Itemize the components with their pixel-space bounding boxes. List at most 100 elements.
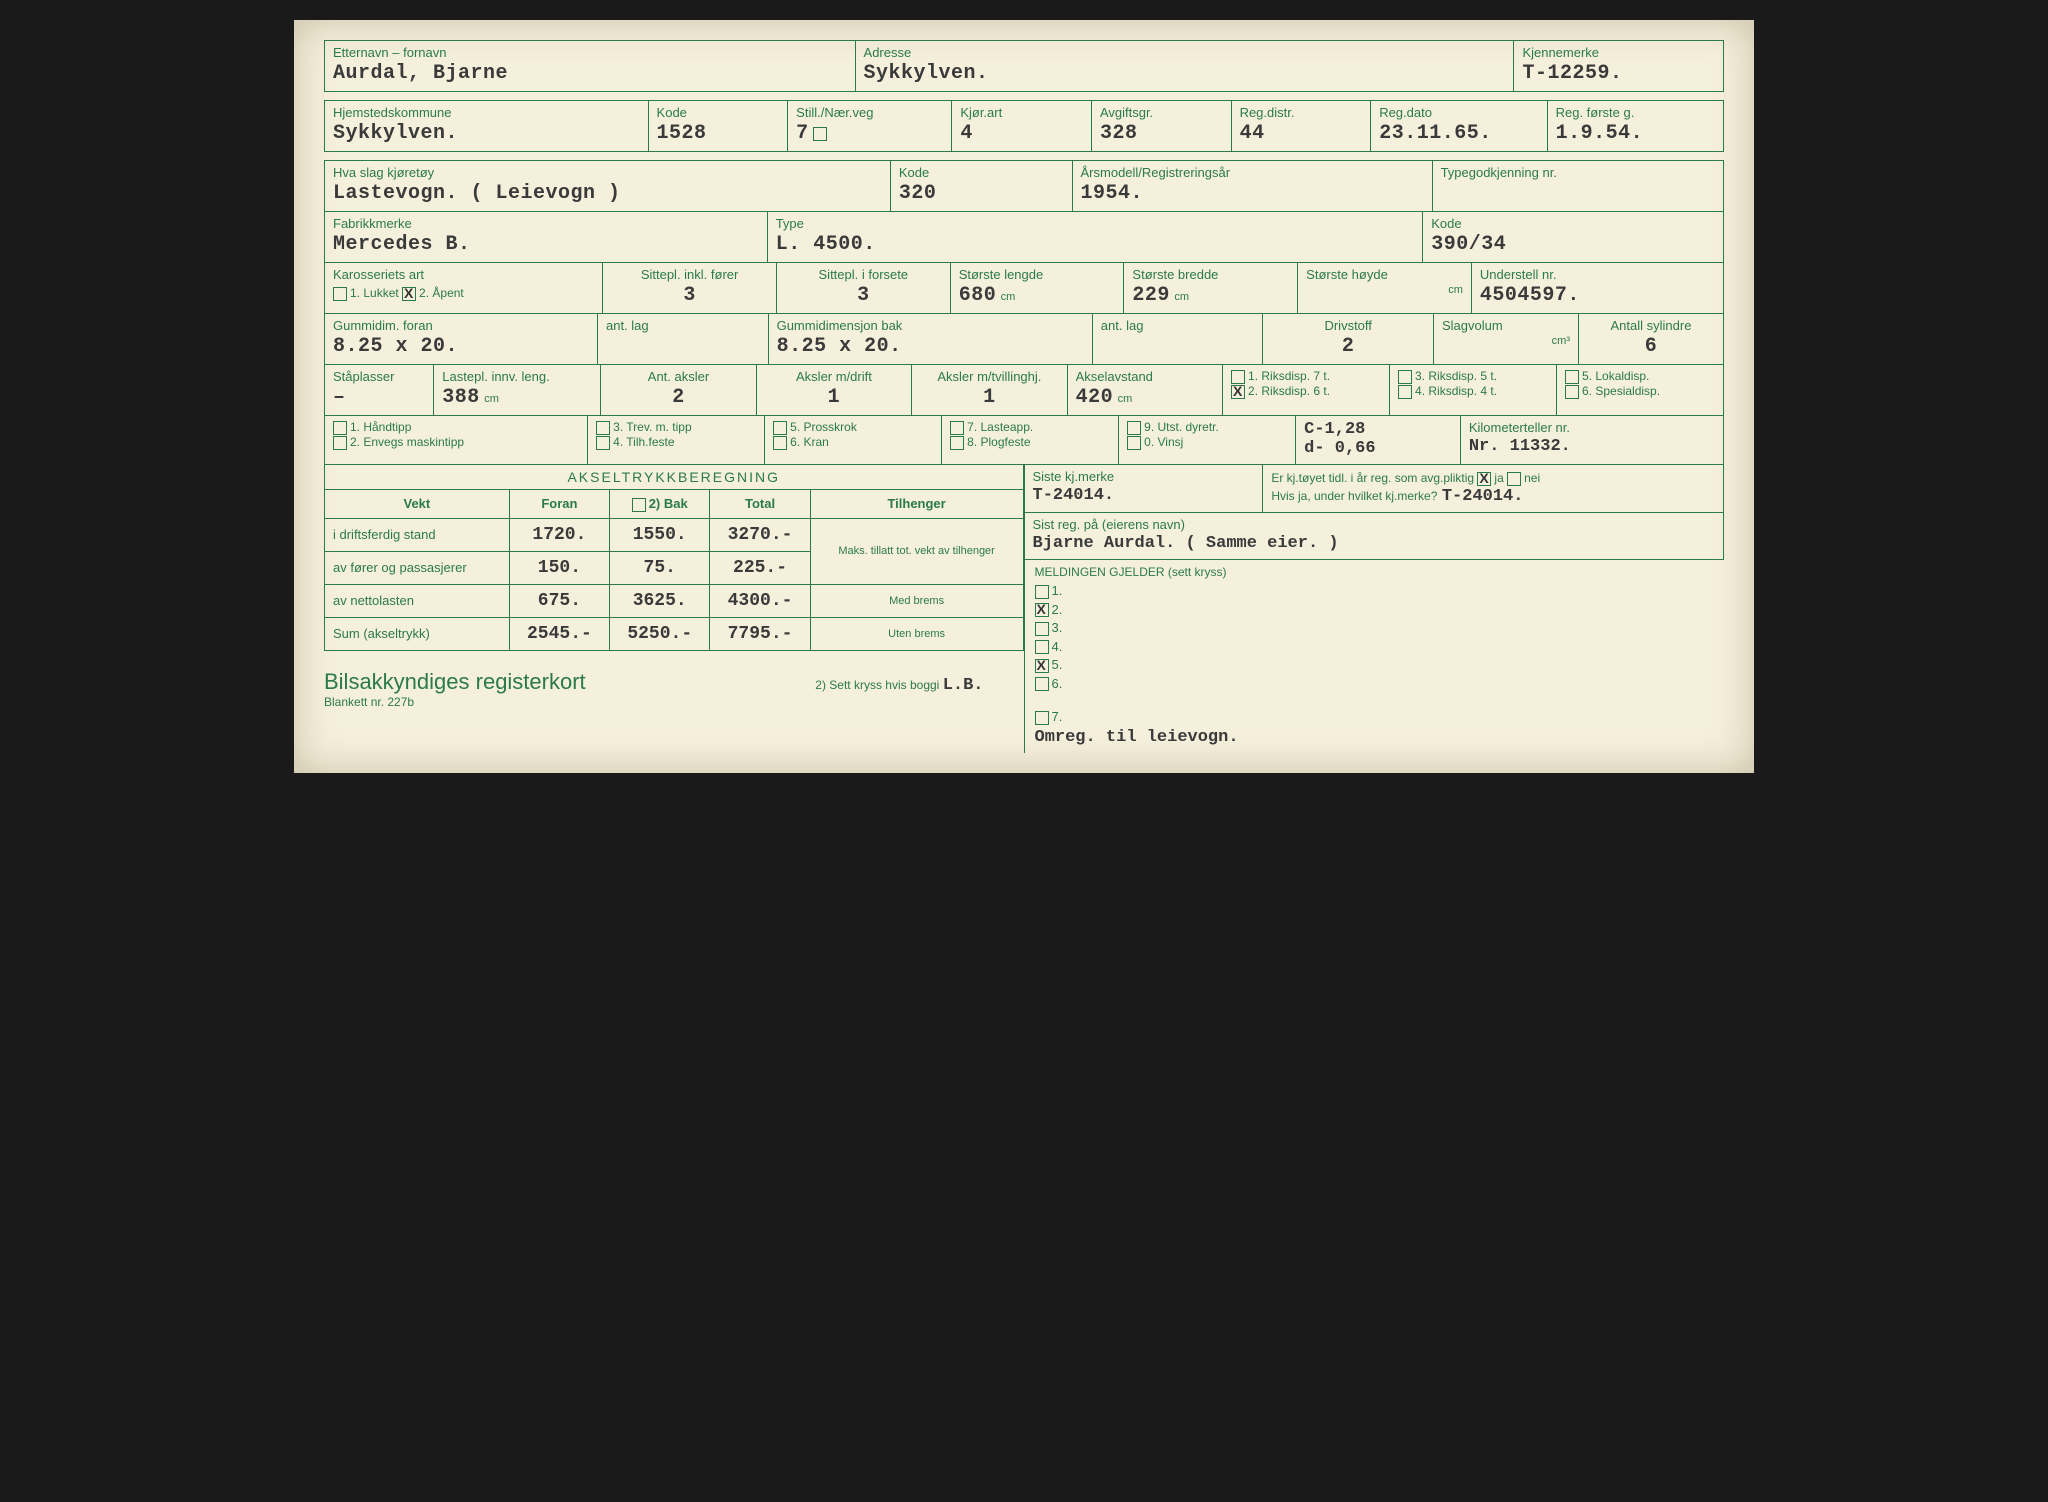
r3-bak: 5250.-	[610, 617, 710, 650]
r0-total: 3270.-	[710, 518, 810, 551]
unit-cm1: cm	[1001, 291, 1016, 303]
label-name: Etternavn – fornavn	[333, 45, 847, 60]
cb-spesial[interactable]	[1565, 385, 1579, 399]
label-nei: nei	[1524, 471, 1540, 485]
label-sylindre: Antall sylindre	[1587, 318, 1715, 333]
unit-cm3: cm	[1448, 284, 1463, 296]
label-gummiforan: Gummidim. foran	[333, 318, 589, 333]
cb-plog[interactable]	[950, 436, 964, 450]
m6: 6.	[1052, 676, 1063, 691]
r1-label: av fører og passasjerer	[325, 551, 510, 584]
tilhenger-med: Med brems	[810, 584, 1023, 617]
label-pross: 5. Prosskrok	[790, 420, 857, 434]
checkbox-still[interactable]	[813, 127, 827, 141]
label-lastepl: Lastepl. innv. leng.	[442, 369, 592, 384]
label-antlag2: ant. lag	[1101, 318, 1255, 333]
label-hjemsted: Hjemstedskommune	[333, 105, 640, 120]
note7: Omreg. til leievogn.	[1035, 728, 1715, 747]
label-sistreg: Sist reg. på (eierens navn)	[1033, 517, 1716, 532]
label-apent: 2. Åpent	[419, 286, 464, 300]
cb-m6[interactable]	[1035, 677, 1049, 691]
row-axles: Ståplasser – Lastepl. innv. leng. 388 cm…	[324, 364, 1724, 416]
label-sittepl: Sittepl. inkl. fører	[611, 267, 768, 282]
value-d: d- 0,66	[1304, 439, 1452, 458]
cb-lokal[interactable]	[1565, 370, 1579, 384]
footer-note2: 2) Sett kryss hvis boggi	[815, 678, 939, 692]
value-sitteplfor: 3	[857, 284, 870, 307]
label-antaksler: Ant. aksler	[609, 369, 747, 384]
cb-m5[interactable]	[1035, 659, 1049, 673]
cb-m3[interactable]	[1035, 622, 1049, 636]
value-gummibak: 8.25 x 20.	[777, 335, 902, 358]
cb-hand[interactable]	[333, 421, 347, 435]
value-hjemsted: Sykkylven.	[333, 122, 458, 145]
value-c: C-1,28	[1304, 420, 1452, 439]
label-still: Still./Nær.veg	[796, 105, 943, 120]
value-plate: T-12259.	[1522, 62, 1622, 85]
tilhenger-top: Maks. tillatt tot. vekt av tilhenger	[810, 518, 1023, 584]
cb-tilh[interactable]	[596, 436, 610, 450]
value-sylindre: 6	[1645, 335, 1658, 358]
value-sta: –	[333, 386, 346, 409]
cb-riks5[interactable]	[1398, 370, 1412, 384]
th-vekt: Vekt	[325, 490, 510, 519]
cb-m2[interactable]	[1035, 603, 1049, 617]
label-regforste: Reg. første g.	[1556, 105, 1715, 120]
label-slagvolum: Slagvolum	[1442, 318, 1570, 333]
cb-bak[interactable]	[632, 498, 646, 512]
label-lasteapp: 7. Lasteapp.	[967, 420, 1033, 434]
cb-kran[interactable]	[773, 436, 787, 450]
value-sistreg: Bjarne Aurdal. ( Samme eier. )	[1033, 534, 1339, 553]
r0-foran: 1720.	[509, 518, 609, 551]
label-erkj: Er kj.tøyet tidl. i år reg. som avg.plik…	[1271, 471, 1474, 485]
value-hvisja: T-24014.	[1442, 487, 1524, 506]
value-akseltvilling: 1	[983, 386, 996, 409]
label-envegs: 2. Envegs maskintipp	[350, 435, 464, 449]
label-address: Adresse	[864, 45, 1506, 60]
label-kode3: Kode	[899, 165, 1064, 180]
cb-lasteapp[interactable]	[950, 421, 964, 435]
checkbox-lukket[interactable]	[333, 287, 347, 301]
footer-blankett: Blankett nr. 227b	[324, 695, 586, 709]
cb-ja[interactable]	[1477, 472, 1491, 486]
cb-vinsj[interactable]	[1127, 436, 1141, 450]
value-bredde: 229	[1132, 284, 1170, 307]
cb-nei[interactable]	[1507, 472, 1521, 486]
label-fabrikk: Fabrikkmerke	[333, 216, 759, 231]
cb-envegs[interactable]	[333, 436, 347, 450]
value-km: Nr. 11332.	[1469, 437, 1571, 456]
value-lengde: 680	[959, 284, 997, 307]
row-municipality: Hjemstedskommune Sykkylven. Kode 1528 St…	[324, 100, 1724, 152]
value-akselavstand: 420	[1076, 386, 1114, 409]
cb-m1[interactable]	[1035, 585, 1049, 599]
label-hoyde: Største høyde	[1306, 267, 1463, 282]
label-bredde: Største bredde	[1132, 267, 1289, 282]
label-tilh: 4. Tilh.feste	[613, 435, 674, 449]
cb-riks4[interactable]	[1398, 385, 1412, 399]
value-type: L. 4500.	[776, 233, 876, 256]
label-regdato: Reg.dato	[1379, 105, 1538, 120]
checkbox-apent[interactable]	[402, 287, 416, 301]
axle-table: Vekt Foran 2) Bak Total Tilhenger i drif…	[324, 489, 1024, 651]
label-understell: Understell nr.	[1480, 267, 1715, 282]
label-melding: MELDINGEN GJELDER (sett kryss)	[1035, 565, 1715, 579]
th-total: Total	[710, 490, 810, 519]
value-regforste: 1.9.54.	[1556, 122, 1644, 145]
cb-m4[interactable]	[1035, 640, 1049, 654]
cb-riks6[interactable]	[1231, 385, 1245, 399]
value-gummiforan: 8.25 x 20.	[333, 335, 458, 358]
label-sta: Ståplasser	[333, 369, 425, 384]
cb-m7[interactable]	[1035, 711, 1049, 725]
cb-trev[interactable]	[596, 421, 610, 435]
label-antlag1: ant. lag	[606, 318, 760, 333]
label-lengde: Største lengde	[959, 267, 1116, 282]
m4: 4.	[1052, 639, 1063, 654]
r2-foran: 675.	[509, 584, 609, 617]
label-riks7: 1. Riksdisp. 7 t.	[1248, 369, 1330, 383]
cb-pross[interactable]	[773, 421, 787, 435]
value-akseldrift: 1	[828, 386, 841, 409]
row-equipment: 1. Håndtipp 2. Envegs maskintipp 3. Trev…	[324, 415, 1724, 465]
value-address: Sykkylven.	[864, 62, 989, 85]
cb-utst[interactable]	[1127, 421, 1141, 435]
value-regdato: 23.11.65.	[1379, 122, 1492, 145]
